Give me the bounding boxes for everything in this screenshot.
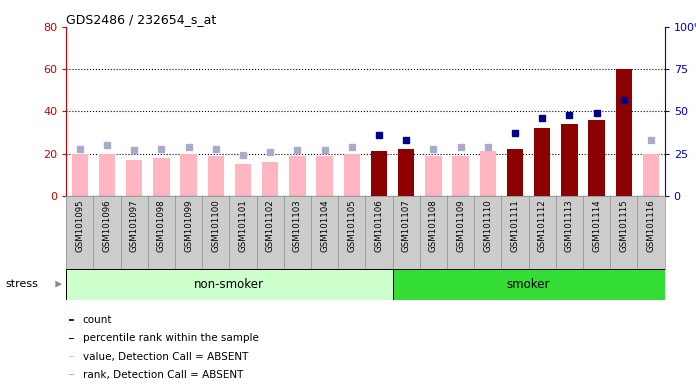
Bar bbox=[425, 156, 441, 196]
Bar bbox=[153, 158, 170, 196]
Bar bbox=[69, 338, 74, 339]
Text: rank, Detection Call = ABSENT: rank, Detection Call = ABSENT bbox=[83, 370, 243, 380]
Text: stress: stress bbox=[6, 279, 38, 289]
Text: smoker: smoker bbox=[507, 278, 551, 291]
Text: GSM101109: GSM101109 bbox=[456, 200, 465, 252]
Bar bbox=[235, 164, 251, 196]
Text: GSM101116: GSM101116 bbox=[647, 200, 656, 252]
Text: GSM101114: GSM101114 bbox=[592, 200, 601, 252]
Text: GSM101095: GSM101095 bbox=[75, 200, 84, 252]
Text: GSM101097: GSM101097 bbox=[129, 200, 139, 252]
Text: GSM101112: GSM101112 bbox=[538, 200, 547, 252]
Text: GSM101099: GSM101099 bbox=[184, 200, 193, 252]
Text: GSM101103: GSM101103 bbox=[293, 200, 302, 252]
Bar bbox=[480, 152, 496, 196]
Text: GSM101100: GSM101100 bbox=[212, 200, 220, 252]
Bar bbox=[452, 156, 469, 196]
Bar bbox=[534, 128, 551, 196]
Bar bbox=[69, 356, 74, 357]
Bar bbox=[180, 154, 197, 196]
Text: GSM101096: GSM101096 bbox=[102, 200, 111, 252]
Text: GSM101110: GSM101110 bbox=[483, 200, 492, 252]
Bar bbox=[643, 154, 659, 196]
Text: percentile rank within the sample: percentile rank within the sample bbox=[83, 333, 258, 343]
Text: GSM101113: GSM101113 bbox=[565, 200, 574, 252]
Text: GSM101098: GSM101098 bbox=[157, 200, 166, 252]
Text: GSM101115: GSM101115 bbox=[619, 200, 628, 252]
Bar bbox=[589, 120, 605, 196]
Bar bbox=[66, 269, 393, 300]
Bar bbox=[398, 149, 414, 196]
Text: value, Detection Call = ABSENT: value, Detection Call = ABSENT bbox=[83, 351, 248, 361]
Bar bbox=[72, 154, 88, 196]
Text: GSM101106: GSM101106 bbox=[374, 200, 383, 252]
Bar bbox=[69, 319, 74, 321]
Bar bbox=[290, 156, 306, 196]
Bar bbox=[344, 154, 360, 196]
Bar bbox=[371, 152, 387, 196]
Text: GSM101108: GSM101108 bbox=[429, 200, 438, 252]
Bar bbox=[507, 149, 523, 196]
Text: count: count bbox=[83, 315, 112, 325]
Bar bbox=[99, 154, 115, 196]
Text: GSM101102: GSM101102 bbox=[266, 200, 275, 252]
Bar bbox=[69, 374, 74, 376]
Bar bbox=[561, 124, 578, 196]
Bar bbox=[126, 160, 142, 196]
Text: GSM101107: GSM101107 bbox=[402, 200, 411, 252]
Bar bbox=[262, 162, 278, 196]
Text: GSM101105: GSM101105 bbox=[347, 200, 356, 252]
Bar bbox=[393, 269, 665, 300]
Bar bbox=[207, 156, 224, 196]
Text: GSM101111: GSM101111 bbox=[511, 200, 519, 252]
Text: GSM101104: GSM101104 bbox=[320, 200, 329, 252]
Text: GSM101101: GSM101101 bbox=[239, 200, 248, 252]
Bar bbox=[317, 156, 333, 196]
Text: GDS2486 / 232654_s_at: GDS2486 / 232654_s_at bbox=[66, 13, 216, 26]
Text: non-smoker: non-smoker bbox=[194, 278, 264, 291]
Bar bbox=[616, 69, 632, 196]
